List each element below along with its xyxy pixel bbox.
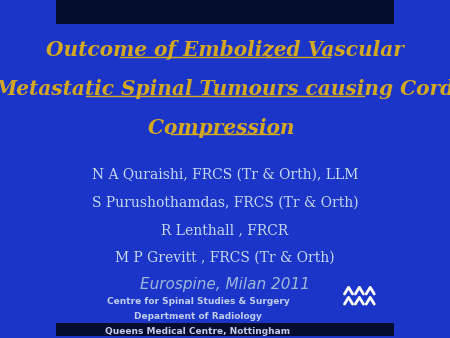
Text: Eurospine, Milan 2011: Eurospine, Milan 2011 — [140, 277, 310, 292]
Text: N A Quraishi, FRCS (Tr & Orth), LLM: N A Quraishi, FRCS (Tr & Orth), LLM — [92, 168, 358, 182]
Bar — [56, 322, 394, 336]
Bar — [56, 0, 394, 24]
Text: R Lenthall , FRCR: R Lenthall , FRCR — [162, 223, 288, 237]
Text: Metastatic Spinal Tumours causing Cord: Metastatic Spinal Tumours causing Cord — [0, 79, 450, 99]
Text: Compression: Compression — [148, 118, 302, 138]
Text: Queens Medical Centre, Nottingham: Queens Medical Centre, Nottingham — [105, 327, 291, 336]
Text: Outcome of Embolized Vascular: Outcome of Embolized Vascular — [46, 40, 404, 60]
Text: Department of Radiology: Department of Radiology — [134, 312, 262, 321]
Text: Centre for Spinal Studies & Surgery: Centre for Spinal Studies & Surgery — [107, 297, 289, 306]
Text: S Purushothamdas, FRCS (Tr & Orth): S Purushothamdas, FRCS (Tr & Orth) — [92, 196, 358, 210]
Text: M P Grevitt , FRCS (Tr & Orth): M P Grevitt , FRCS (Tr & Orth) — [115, 251, 335, 265]
